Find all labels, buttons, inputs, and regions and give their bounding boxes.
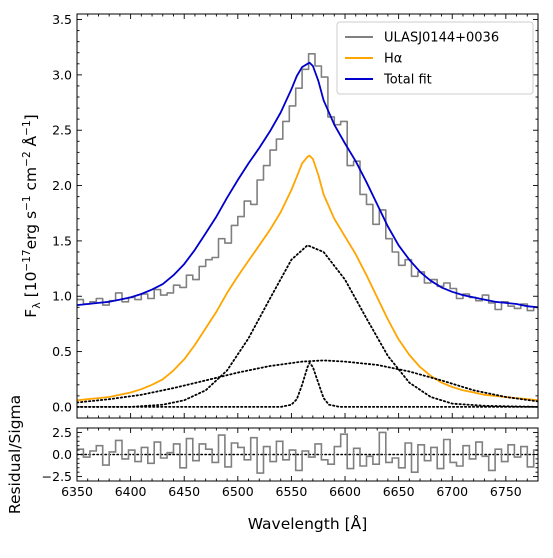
x-tick-label: 6450 — [168, 484, 200, 499]
y-axis-label-part: cm — [22, 167, 40, 196]
legend-label: Hα — [384, 52, 402, 67]
x-axis-label: Wavelength [Å] — [248, 514, 368, 533]
main-frame — [76, 13, 539, 419]
series-residual — [77, 431, 538, 474]
main-panel-data — [77, 53, 538, 408]
legend-label: Total fit — [383, 73, 432, 88]
y-axis-label-part: −2 — [21, 151, 33, 166]
series-spectrum — [77, 53, 538, 312]
x-tick-label: 6500 — [222, 484, 254, 499]
legend-label: ULASJ0144+0036 — [384, 31, 499, 46]
x-tick-label: 6600 — [329, 484, 361, 499]
y-axis-label-part: erg s — [22, 211, 40, 249]
y-axis-label-part: −1 — [21, 195, 33, 210]
y-tick-label: 0.0 — [52, 399, 72, 414]
y-tick-label: 0.5 — [52, 344, 72, 359]
y-axis-label-part: [10 — [22, 272, 40, 303]
residual-panel-data — [77, 431, 538, 474]
y-axis-label-part: ] — [22, 114, 40, 120]
y-axis-label-part: Å — [21, 135, 40, 151]
y-tick-label: 2.5 — [52, 123, 72, 138]
x-tick-label: 6700 — [436, 484, 468, 499]
x-tick-label: 6650 — [383, 484, 415, 499]
axis-labels: Wavelength [Å] Residual/Sigma Fλ [10−17erg… — [6, 114, 367, 533]
y-axis-label-part: −1 — [21, 120, 33, 135]
y-tick-label: 1.0 — [52, 289, 72, 304]
y-tick-label: 2.5 — [52, 425, 72, 440]
y-axis-label-part: −17 — [21, 249, 33, 271]
series-total-fit — [77, 61, 538, 309]
y-tick-label: 2.0 — [52, 178, 72, 193]
y-axis-label-part: λ — [30, 302, 43, 309]
x-tick-label: 6550 — [276, 484, 308, 499]
series-component-5 — [77, 361, 538, 408]
y-tick-label: 0.0 — [52, 447, 72, 462]
y-tick-label: 3.0 — [52, 67, 72, 82]
y-axis-label-part: F — [22, 309, 40, 318]
legend-box — [336, 21, 534, 95]
series-component-4 — [77, 359, 538, 404]
series-halpha — [77, 154, 538, 402]
residual-y-axis-label: Residual/Sigma — [6, 395, 24, 514]
legend: ULASJ0144+0036 Hα Total fit — [336, 21, 534, 95]
main-y-axis-label: Fλ [10−17erg s−1 cm−2 Å−1] — [21, 114, 43, 317]
axes: 6350 6400 6450 6500 6550 6600 6650 6700 6750 0.0 0… — [42, 12, 539, 499]
x-tick-label: 6400 — [115, 484, 147, 499]
x-tick-label: 6750 — [490, 484, 522, 499]
series-component-3 — [77, 244, 538, 408]
y-tick-label: 1.5 — [52, 233, 72, 248]
y-tick-label: 3.5 — [52, 12, 72, 27]
x-tick-label: 6350 — [61, 484, 93, 499]
y-tick-label: −2.5 — [42, 469, 72, 484]
